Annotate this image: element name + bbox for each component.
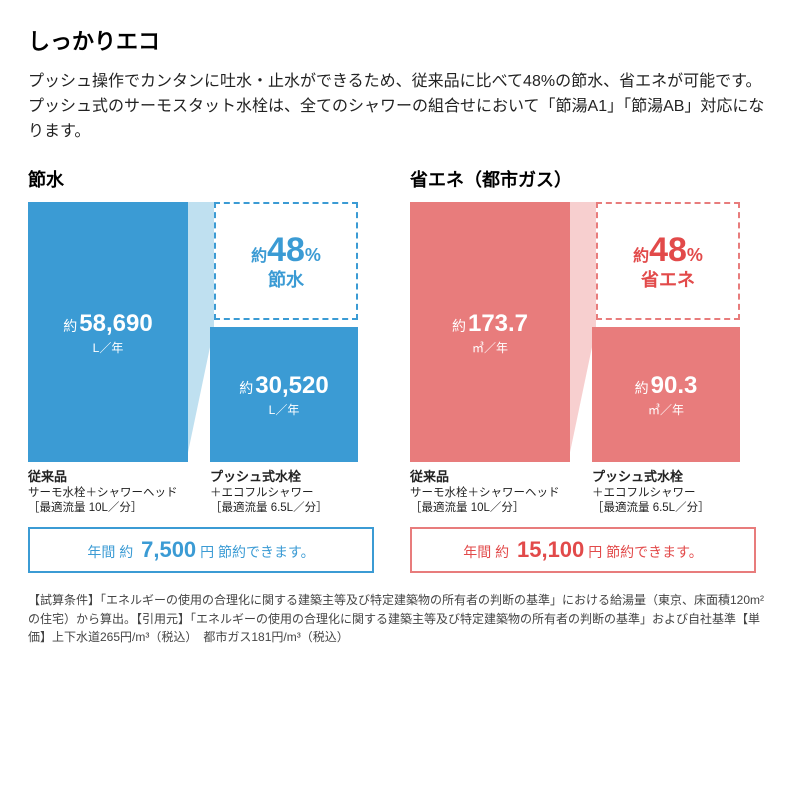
bar-value: 58,690: [79, 310, 152, 337]
sav-amount: 15,100: [517, 537, 584, 562]
bar-prefix: 約: [239, 380, 253, 396]
bar-unit: ㎥／年: [635, 403, 698, 417]
sav-amount: 7,500: [141, 537, 196, 562]
cap-line: サーモ水栓＋シャワーヘッド: [28, 487, 178, 499]
sav-post: 節約できます。: [602, 544, 703, 560]
bar-unit: ㎥／年: [452, 341, 528, 355]
cap-line: ＋エコフルシャワー: [210, 487, 314, 499]
bar-energy-1: 約90.3 ㎥／年: [592, 327, 740, 462]
panel-energy-title: 省エネ（都市ガス）: [410, 166, 756, 192]
callout-big: 48: [267, 231, 305, 269]
bar-prefix: 約: [635, 380, 649, 396]
cap-title: プッシュ式水栓: [592, 468, 740, 486]
cap-line: ［最適流量 10L／分］: [410, 502, 524, 514]
cap-line: ［最適流量 10L／分］: [28, 502, 142, 514]
caption-water-1: プッシュ式水栓 ＋エコフルシャワー ［最適流量 6.5L／分］: [210, 468, 358, 517]
bar-value: 30,520: [255, 372, 328, 399]
savings-water: 年間 約 7,500円 節約できます。: [28, 527, 374, 573]
lead-text: プッシュ操作でカンタンに吐水・止水ができるため、従来品に比べて48%の節水、省エ…: [28, 70, 772, 144]
caption-energy-1: プッシュ式水栓 ＋エコフルシャワー ［最適流量 6.5L／分］: [592, 468, 740, 517]
callout-big: 48: [649, 231, 687, 269]
bar-water-1: 約30,520 L／年: [210, 327, 358, 462]
cap-title: 従来品: [28, 468, 188, 486]
cap-title: 従来品: [410, 468, 570, 486]
callout-pct: %: [305, 245, 321, 265]
bar-value: 90.3: [651, 372, 698, 399]
bar-unit: L／年: [63, 341, 152, 355]
callout-energy: 約48% 省エネ: [596, 202, 740, 320]
callout-line2: 節水: [268, 266, 304, 292]
cap-title: プッシュ式水栓: [210, 468, 358, 486]
sav-post: 節約できます。: [214, 544, 315, 560]
callout-pct: %: [687, 245, 703, 265]
cap-line: ［最適流量 6.5L／分］: [592, 502, 710, 514]
captions-energy: 従来品 サーモ水栓＋シャワーヘッド ［最適流量 10L／分］ プッシュ式水栓 ＋…: [410, 468, 756, 517]
connector-line: [186, 202, 216, 328]
panel-water: 節水 約58,690 L／年 約30,520 L／年 約48%: [28, 166, 374, 573]
connector-line: [568, 202, 598, 328]
panel-energy: 省エネ（都市ガス） 約173.7 ㎥／年 約90.3 ㎥／年 約48%: [410, 166, 756, 573]
bar-value: 173.7: [468, 310, 528, 337]
bar-prefix: 約: [63, 318, 77, 334]
sav-pre: 年間 約: [463, 544, 513, 560]
sav-pre: 年間 約: [87, 544, 137, 560]
charts-row: 節水 約58,690 L／年 約30,520 L／年 約48%: [28, 166, 772, 573]
cap-line: ＋エコフルシャワー: [592, 487, 696, 499]
callout-prefix: 約: [251, 248, 267, 265]
savings-energy: 年間 約 15,100円 節約できます。: [410, 527, 756, 573]
sav-yen: 円: [588, 544, 602, 560]
bar-water-0: 約58,690 L／年: [28, 202, 188, 462]
bar-energy-0: 約173.7 ㎥／年: [410, 202, 570, 462]
page-title: しっかりエコ: [28, 24, 772, 56]
sav-yen: 円: [200, 544, 214, 560]
caption-energy-0: 従来品 サーモ水栓＋シャワーヘッド ［最適流量 10L／分］: [410, 468, 570, 517]
panel-water-title: 節水: [28, 166, 374, 192]
footnote: 【試算条件】「エネルギーの使用の合理化に関する建築主等及び特定建築物の所有者の判…: [28, 591, 772, 647]
callout-line2: 省エネ: [641, 266, 695, 292]
bar-prefix: 約: [452, 318, 466, 334]
cap-line: ［最適流量 6.5L／分］: [210, 502, 328, 514]
bar-unit: L／年: [239, 403, 328, 417]
captions-water: 従来品 サーモ水栓＋シャワーヘッド ［最適流量 10L／分］ プッシュ式水栓 ＋…: [28, 468, 374, 517]
caption-water-0: 従来品 サーモ水栓＋シャワーヘッド ［最適流量 10L／分］: [28, 468, 188, 517]
panel-water-chart: 約58,690 L／年 約30,520 L／年 約48% 節水: [28, 202, 374, 462]
cap-line: サーモ水栓＋シャワーヘッド: [410, 487, 560, 499]
callout-water: 約48% 節水: [214, 202, 358, 320]
callout-prefix: 約: [633, 248, 649, 265]
panel-energy-chart: 約173.7 ㎥／年 約90.3 ㎥／年 約48% 省エネ: [410, 202, 756, 462]
